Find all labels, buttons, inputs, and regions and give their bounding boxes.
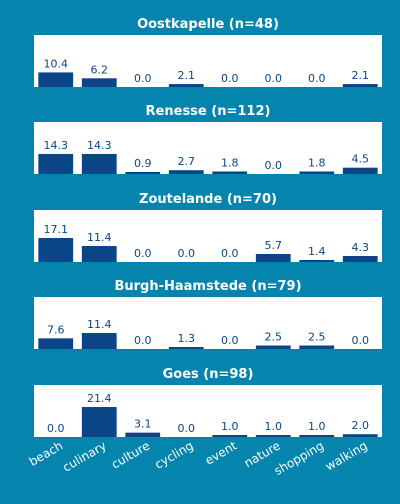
panel-title: Oostkapelle (n=48) [137, 17, 279, 32]
x-tick-label: shopping [272, 438, 327, 478]
value-label: 0.9 [134, 157, 152, 170]
bar-shopping [299, 171, 335, 174]
value-label: 0.0 [134, 247, 152, 260]
value-label: 11.4 [87, 231, 112, 244]
bar-cycling [168, 84, 204, 87]
value-label: 0.0 [221, 247, 239, 260]
value-label: 0.0 [352, 334, 370, 347]
x-tick-label: culinary [60, 438, 108, 474]
bar-beach [38, 238, 74, 262]
value-label: 3.1 [134, 418, 152, 431]
bar-shopping [299, 260, 335, 262]
value-label: 0.0 [134, 334, 152, 347]
value-label: 1.4 [308, 245, 326, 258]
value-label: 4.5 [352, 153, 370, 166]
bar-cycling [168, 170, 204, 174]
bar-culture [125, 432, 161, 437]
value-label: 2.1 [178, 69, 196, 82]
panel-title: Renesse (n=112) [146, 104, 271, 119]
value-label: 2.5 [265, 331, 283, 344]
value-label: 17.1 [44, 223, 69, 236]
value-label: 14.3 [44, 139, 69, 152]
bar-event [212, 171, 248, 174]
value-label: 5.7 [265, 239, 283, 252]
bar-walking [342, 167, 378, 174]
value-label: 0.0 [265, 72, 283, 85]
bar-nature [255, 435, 291, 437]
bar-nature [255, 254, 291, 262]
value-label: 1.8 [308, 156, 326, 169]
chart-panel: Renesse (n=112) 14.3 14.3 0.9 2.7 1.8 0.0 1.8 4.… [34, 104, 382, 174]
bar-culture [125, 172, 161, 174]
value-label: 11.4 [87, 318, 112, 331]
chart-panel: Burgh-Haamstede (n=79) 7.6 11.4 0.0 1.3 0.0 2.… [34, 279, 382, 349]
bar-culinary [81, 246, 117, 262]
bar-shopping [299, 435, 335, 437]
x-tick-label: cycling [152, 438, 196, 471]
value-label: 1.0 [308, 420, 326, 433]
x-tick-label: event [203, 438, 240, 467]
value-label: 0.0 [47, 422, 65, 435]
value-label: 14.3 [87, 139, 112, 152]
value-label: 2.0 [352, 419, 370, 432]
value-label: 7.6 [47, 323, 65, 336]
value-label: 10.4 [44, 57, 69, 70]
bar-culinary [81, 153, 117, 174]
value-label: 1.3 [178, 332, 196, 345]
panel-title: Burgh-Haamstede (n=79) [114, 279, 301, 294]
chart-panel: Oostkapelle (n=48) 10.4 6.2 0.0 2.1 0.0 0.0 0.0… [34, 17, 382, 87]
value-label: 2.1 [352, 69, 370, 82]
value-label: 0.0 [221, 334, 239, 347]
value-label: 0.0 [134, 72, 152, 85]
bar-culinary [81, 333, 117, 349]
value-label: 6.2 [91, 63, 109, 76]
chart-panel: Goes (n=98) 0.0 21.4 3.1 0.0 1.0 1.0 1.0 2.0 beac… [27, 367, 382, 478]
x-tick-label: culture [109, 438, 152, 471]
value-label: 0.0 [265, 159, 283, 172]
panel-title: Goes (n=98) [163, 367, 254, 382]
bar-beach [38, 153, 74, 174]
chart-panel: Zoutelande (n=70) 17.1 11.4 0.0 0.0 0.0 5.7 1.4… [34, 192, 382, 262]
value-label: 0.0 [178, 247, 196, 260]
bar-cycling [168, 347, 204, 349]
bar-shopping [299, 345, 335, 349]
bar-walking [342, 84, 378, 87]
value-label: 0.0 [178, 422, 196, 435]
value-label: 1.0 [265, 420, 283, 433]
value-label: 0.0 [308, 72, 326, 85]
value-label: 4.3 [352, 241, 370, 254]
bar-culinary [81, 78, 117, 87]
value-label: 0.0 [221, 72, 239, 85]
panel-title: Zoutelande (n=70) [139, 192, 277, 207]
x-tick-label: walking [323, 438, 370, 473]
value-label: 1.0 [221, 420, 239, 433]
bar-beach [38, 72, 74, 87]
bar-walking [342, 434, 378, 437]
value-label: 2.5 [308, 331, 326, 344]
bar-nature [255, 345, 291, 349]
x-tick-label: beach [27, 438, 66, 468]
bar-culinary [81, 407, 117, 437]
bar-event [212, 435, 248, 437]
value-label: 2.7 [178, 155, 196, 168]
bar-walking [342, 255, 378, 262]
bar-beach [38, 338, 74, 349]
value-label: 1.8 [221, 156, 239, 169]
value-label: 21.4 [87, 392, 112, 405]
